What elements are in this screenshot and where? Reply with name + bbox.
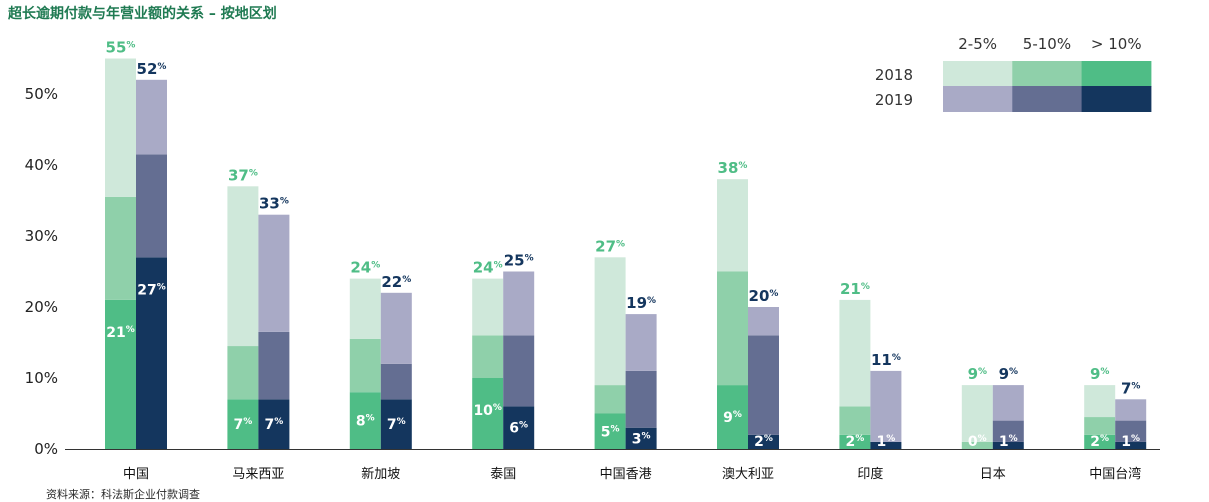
bar-segment	[748, 335, 779, 435]
bar-segment	[472, 278, 504, 336]
legend-year-label: 2018	[875, 66, 913, 84]
bar-segment	[1115, 399, 1147, 421]
bar-segment	[1115, 441, 1147, 449]
x-category-label: 马来西亚	[232, 467, 284, 482]
legend-swatch	[943, 86, 1013, 112]
bar-segment	[472, 335, 504, 378]
legend-header-label: > 10%	[1091, 35, 1142, 53]
bar-segment	[748, 307, 779, 336]
bar-total-label: 22%	[381, 273, 411, 291]
legend-swatch	[1081, 61, 1152, 87]
bar-segment	[625, 427, 657, 449]
bar-segment	[380, 399, 412, 449]
bar-total-label: 9%	[999, 365, 1018, 383]
bar-total-label: 55%	[106, 39, 136, 57]
bar-segment	[594, 413, 626, 449]
bar-total-label: 37%	[228, 166, 258, 184]
x-category-label: 澳大利亚	[722, 466, 774, 482]
bar-segment	[961, 385, 993, 442]
bar-segment	[105, 196, 136, 300]
bar-segment	[380, 363, 412, 400]
bar-segment	[349, 338, 381, 393]
bar-total-label: 19%	[626, 294, 656, 312]
bar-total-label: 52%	[137, 60, 167, 78]
bar-segment	[380, 292, 412, 364]
bar-segment	[870, 441, 902, 449]
legend-swatch	[1081, 86, 1152, 112]
bar-segment	[992, 441, 1024, 449]
bar-segment	[961, 441, 993, 449]
bar-segment	[1084, 385, 1116, 418]
bar-segment	[748, 434, 779, 449]
bar-segment	[472, 378, 504, 449]
bar-total-label: 11%	[871, 351, 901, 369]
bar-segment	[503, 406, 535, 449]
bar-segment	[105, 58, 136, 197]
x-category-label: 中国	[123, 467, 149, 482]
bar-total-label: 24%	[350, 259, 380, 277]
x-category-label: 中国香港	[600, 467, 652, 482]
bar-segment	[594, 257, 626, 386]
x-category-label: 泰国	[490, 467, 516, 482]
y-tick-label: 0%	[34, 440, 58, 458]
bar-segment	[717, 179, 748, 272]
bar-segment	[258, 399, 290, 449]
x-category-label: 日本	[980, 467, 1006, 482]
bar-segment	[594, 385, 626, 414]
bar-segment	[105, 299, 136, 449]
legend-swatch	[1012, 61, 1083, 87]
bar-segment	[839, 299, 871, 407]
bar-segment	[992, 385, 1024, 421]
legend-swatch	[943, 61, 1013, 87]
bar-segment	[503, 271, 535, 336]
y-tick-label: 50%	[25, 85, 58, 103]
y-tick-label: 10%	[25, 369, 58, 387]
bar-segment	[136, 79, 167, 155]
bar-total-label: 33%	[259, 195, 289, 213]
bar-segment	[839, 406, 871, 435]
bar-segment	[503, 335, 535, 407]
bar-segment	[625, 314, 657, 371]
legend-header-label: 5-10%	[1023, 35, 1071, 53]
x-category-label: 印度	[857, 466, 883, 482]
bar-segment	[839, 434, 871, 449]
bar-segment	[227, 346, 259, 400]
bar-segment	[258, 331, 290, 400]
bar-total-label: 38%	[718, 159, 748, 177]
legend-swatch	[1012, 86, 1083, 112]
bar-segment	[227, 186, 259, 347]
bar-total-label: 21%	[840, 280, 870, 298]
bar-segment	[1084, 417, 1116, 435]
bar-segment	[227, 399, 259, 449]
legend-header-label: 2-5%	[958, 35, 997, 53]
legend-year-label: 2019	[875, 91, 913, 109]
bar-segment	[717, 271, 748, 386]
bar-segment	[258, 214, 290, 332]
y-tick-label: 30%	[25, 227, 58, 245]
y-tick-label: 40%	[25, 156, 58, 174]
bar-segment	[1115, 420, 1147, 442]
bar-segment	[349, 278, 381, 339]
bar-total-label: 25%	[504, 252, 534, 270]
bar-total-label: 20%	[749, 287, 779, 305]
bar-segment	[870, 370, 902, 442]
bar-segment	[349, 392, 381, 449]
chart-title: 超长逾期付款与年营业额的关系 – 按地区划	[8, 6, 277, 22]
x-category-label: 中国台湾	[1089, 466, 1141, 482]
bar-segment	[136, 154, 167, 258]
bar-segment	[992, 420, 1024, 442]
y-tick-label: 20%	[25, 298, 58, 316]
bar-total-label: 9%	[1090, 365, 1109, 383]
bar-segment	[717, 385, 748, 449]
source-note: 资料来源：科法斯企业付款调查	[46, 488, 200, 501]
bar-total-label: 7%	[1121, 379, 1140, 397]
bar-total-label: 24%	[473, 259, 503, 277]
bar-total-label: 27%	[595, 237, 625, 255]
bar-segment	[136, 257, 167, 449]
bar-segment	[1084, 434, 1116, 449]
x-category-label: 新加坡	[361, 466, 400, 482]
bar-total-label: 9%	[968, 365, 987, 383]
bar-segment	[625, 370, 657, 428]
